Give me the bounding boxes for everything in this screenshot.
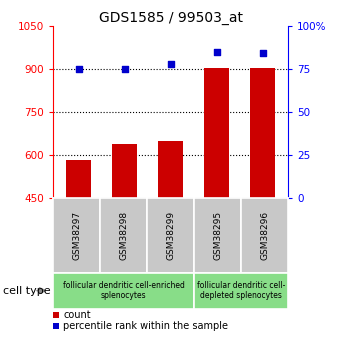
Text: GSM38299: GSM38299: [166, 211, 175, 260]
Text: GSM38297: GSM38297: [72, 211, 81, 260]
Text: GSM38298: GSM38298: [119, 211, 128, 260]
Point: [260, 51, 265, 56]
Title: GDS1585 / 99503_at: GDS1585 / 99503_at: [99, 11, 243, 25]
Text: GSM38296: GSM38296: [260, 211, 269, 260]
Bar: [158, 141, 183, 198]
Bar: [204, 68, 229, 198]
Text: percentile rank within the sample: percentile rank within the sample: [63, 321, 228, 331]
Text: count: count: [63, 310, 91, 320]
Point: [214, 49, 220, 55]
Point: [76, 66, 81, 72]
Bar: [112, 144, 137, 198]
Bar: [250, 68, 275, 198]
Point: [122, 66, 127, 72]
Point: [168, 61, 174, 67]
Bar: [66, 159, 91, 198]
Text: follicular dendritic cell-
depleted splenocytes: follicular dendritic cell- depleted sple…: [197, 281, 285, 300]
Text: cell type: cell type: [3, 286, 51, 296]
Text: GSM38295: GSM38295: [213, 211, 222, 260]
Text: follicular dendritic cell-enriched
splenocytes: follicular dendritic cell-enriched splen…: [63, 281, 185, 300]
